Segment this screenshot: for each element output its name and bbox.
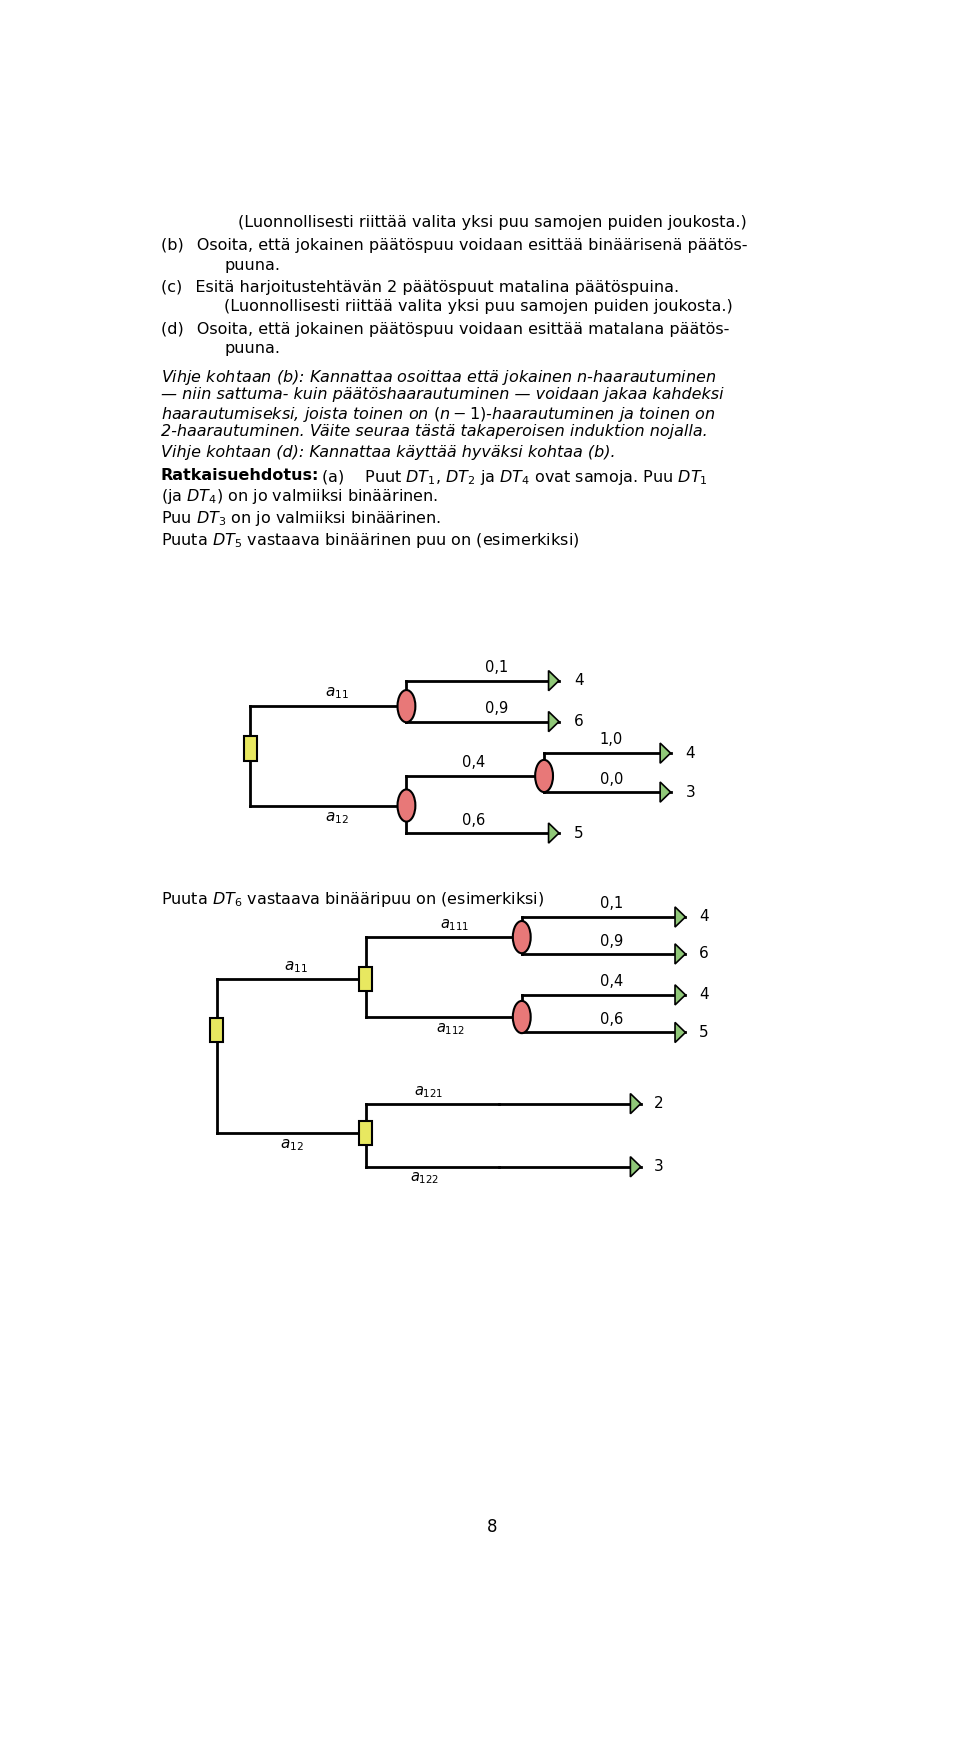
Text: 5: 5 (699, 1025, 708, 1039)
Text: 3: 3 (654, 1160, 664, 1174)
Text: Vihje kohtaan (d): Kannattaa käyttää hyväksi kohtaa (b).: Vihje kohtaan (d): Kannattaa käyttää hyv… (161, 445, 615, 460)
Circle shape (513, 921, 531, 954)
Text: 0,6: 0,6 (463, 813, 486, 828)
Text: 0,1: 0,1 (600, 896, 623, 910)
Text: 4: 4 (574, 673, 584, 689)
Text: 3: 3 (685, 785, 695, 799)
Text: 4: 4 (699, 909, 708, 924)
Text: Vihje kohtaan (b): Kannattaa osoittaa että jokainen $n$-haarautuminen: Vihje kohtaan (b): Kannattaa osoittaa et… (161, 368, 716, 387)
Polygon shape (675, 907, 685, 928)
Polygon shape (548, 823, 559, 842)
Polygon shape (675, 944, 685, 964)
Text: (d)  Osoita, että jokainen päätöspuu voidaan esittää matalana päätös-: (d) Osoita, että jokainen päätöspuu void… (161, 323, 730, 337)
Polygon shape (548, 670, 559, 691)
Text: 8: 8 (487, 1517, 497, 1536)
Polygon shape (660, 781, 670, 802)
Circle shape (513, 1001, 531, 1032)
Text: (a)  Puut $DT_1$, $DT_2$ ja $DT_4$ ovat samoja. Puu $DT_1$: (a) Puut $DT_1$, $DT_2$ ja $DT_4$ ovat s… (321, 467, 708, 487)
Text: puuna.: puuna. (225, 340, 280, 356)
Text: 2-haarautuminen. Väite seuraa tästä takaperoisen induktion nojalla.: 2-haarautuminen. Väite seuraa tästä taka… (161, 424, 708, 439)
Text: 6: 6 (574, 713, 584, 729)
Text: 5: 5 (574, 825, 584, 841)
Text: (b)  Osoita, että jokainen päätöspuu voidaan esittää binäärisenä päätös-: (b) Osoita, että jokainen päätöspuu void… (161, 239, 748, 253)
Circle shape (535, 760, 553, 792)
Text: 0,9: 0,9 (600, 935, 623, 949)
Polygon shape (631, 1156, 641, 1177)
Text: 4: 4 (685, 746, 695, 760)
Text: (ja $DT_4$) on jo valmiiksi binäärinen.: (ja $DT_4$) on jo valmiiksi binäärinen. (161, 487, 438, 506)
Circle shape (397, 691, 416, 722)
Text: $a_{12}$: $a_{12}$ (324, 811, 348, 827)
Text: 0,1: 0,1 (485, 659, 508, 675)
Text: Ratkaisuehdotus:: Ratkaisuehdotus: (161, 467, 320, 483)
Text: (c)  Esitä harjoitustehtävän 2 päätöspuut matalina päätöspuina.: (c) Esitä harjoitustehtävän 2 päätöspuut… (161, 281, 679, 295)
Bar (244, 736, 257, 760)
Text: Puuta $DT_5$ vastaava binäärinen puu on (esimerkiksi): Puuta $DT_5$ vastaava binäärinen puu on … (161, 530, 579, 549)
Text: — niin sattuma- kuin päätöshaarautuminen — voidaan jakaa kahdeksi: — niin sattuma- kuin päätöshaarautuminen… (161, 387, 724, 401)
Text: $a_{122}$: $a_{122}$ (410, 1170, 440, 1186)
Circle shape (397, 790, 416, 821)
Text: Puuta $DT_6$ vastaava binääripuu on (esimerkiksi): Puuta $DT_6$ vastaava binääripuu on (esi… (161, 889, 544, 909)
Text: puuna.: puuna. (225, 258, 280, 272)
Text: $a_{11}$: $a_{11}$ (284, 959, 307, 975)
Bar (359, 966, 372, 991)
Text: $a_{112}$: $a_{112}$ (436, 1020, 466, 1036)
Text: 0,9: 0,9 (485, 701, 508, 717)
Text: (Luonnollisesti riittää valita yksi puu samojen puiden joukosta.): (Luonnollisesti riittää valita yksi puu … (238, 215, 746, 230)
Text: 0,0: 0,0 (600, 773, 623, 787)
Text: 4: 4 (699, 987, 708, 1003)
Text: 0,4: 0,4 (600, 973, 623, 989)
Text: 6: 6 (699, 947, 708, 961)
Polygon shape (631, 1093, 641, 1114)
Bar (359, 1121, 372, 1146)
Text: 1,0: 1,0 (600, 732, 623, 746)
Polygon shape (675, 1022, 685, 1043)
Text: $a_{11}$: $a_{11}$ (324, 685, 348, 701)
Polygon shape (548, 712, 559, 732)
Text: 2: 2 (654, 1097, 663, 1111)
Text: haarautumiseksi, joista toinen on $(n-1)$-haarautuminen ja toinen on: haarautumiseksi, joista toinen on $(n-1)… (161, 405, 715, 424)
Text: 0,6: 0,6 (600, 1012, 623, 1027)
Text: $a_{12}$: $a_{12}$ (280, 1137, 303, 1153)
Polygon shape (660, 743, 670, 764)
Text: $a_{121}$: $a_{121}$ (414, 1085, 444, 1100)
Polygon shape (675, 985, 685, 1005)
Text: (Luonnollisesti riittää valita yksi puu samojen puiden joukosta.): (Luonnollisesti riittää valita yksi puu … (225, 300, 732, 314)
Text: Puu $DT_3$ on jo valmiiksi binäärinen.: Puu $DT_3$ on jo valmiiksi binäärinen. (161, 509, 442, 528)
Text: $a_{111}$: $a_{111}$ (440, 917, 469, 933)
Bar (210, 1018, 224, 1041)
Text: 0,4: 0,4 (463, 755, 486, 769)
